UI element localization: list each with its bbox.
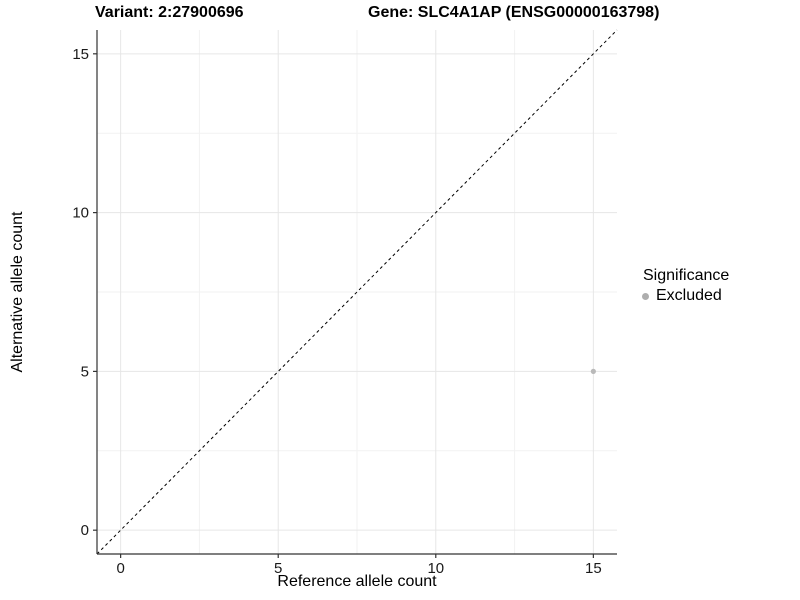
legend-point-icon xyxy=(642,292,649,300)
data-point xyxy=(590,368,596,374)
y-tick-label: 10 xyxy=(72,205,89,222)
legend: Significance Excluded xyxy=(637,267,729,305)
x-tick-label: 0 xyxy=(116,560,124,577)
legend-key xyxy=(637,288,654,305)
x-tick-label: 5 xyxy=(274,560,282,577)
legend-title: Significance xyxy=(643,267,730,284)
legend-item: Excluded xyxy=(637,287,729,305)
y-tick-label: 5 xyxy=(81,363,89,380)
legend-item-label: Excluded xyxy=(656,287,722,304)
y-tick-label: 15 xyxy=(72,46,89,63)
x-tick-label: 10 xyxy=(427,560,444,577)
y-axis-title: Alternative allele count xyxy=(9,211,26,373)
x-tick-label: 15 xyxy=(585,560,602,577)
x-axis-title: Reference allele count xyxy=(277,573,437,590)
legend-items: Excluded xyxy=(637,287,729,305)
plot-title-variant: Variant: 2:27900696 xyxy=(95,4,244,21)
y-tick-label: 0 xyxy=(81,522,89,539)
plot-title-gene: Gene: SLC4A1AP (ENSG00000163798) xyxy=(368,4,660,21)
